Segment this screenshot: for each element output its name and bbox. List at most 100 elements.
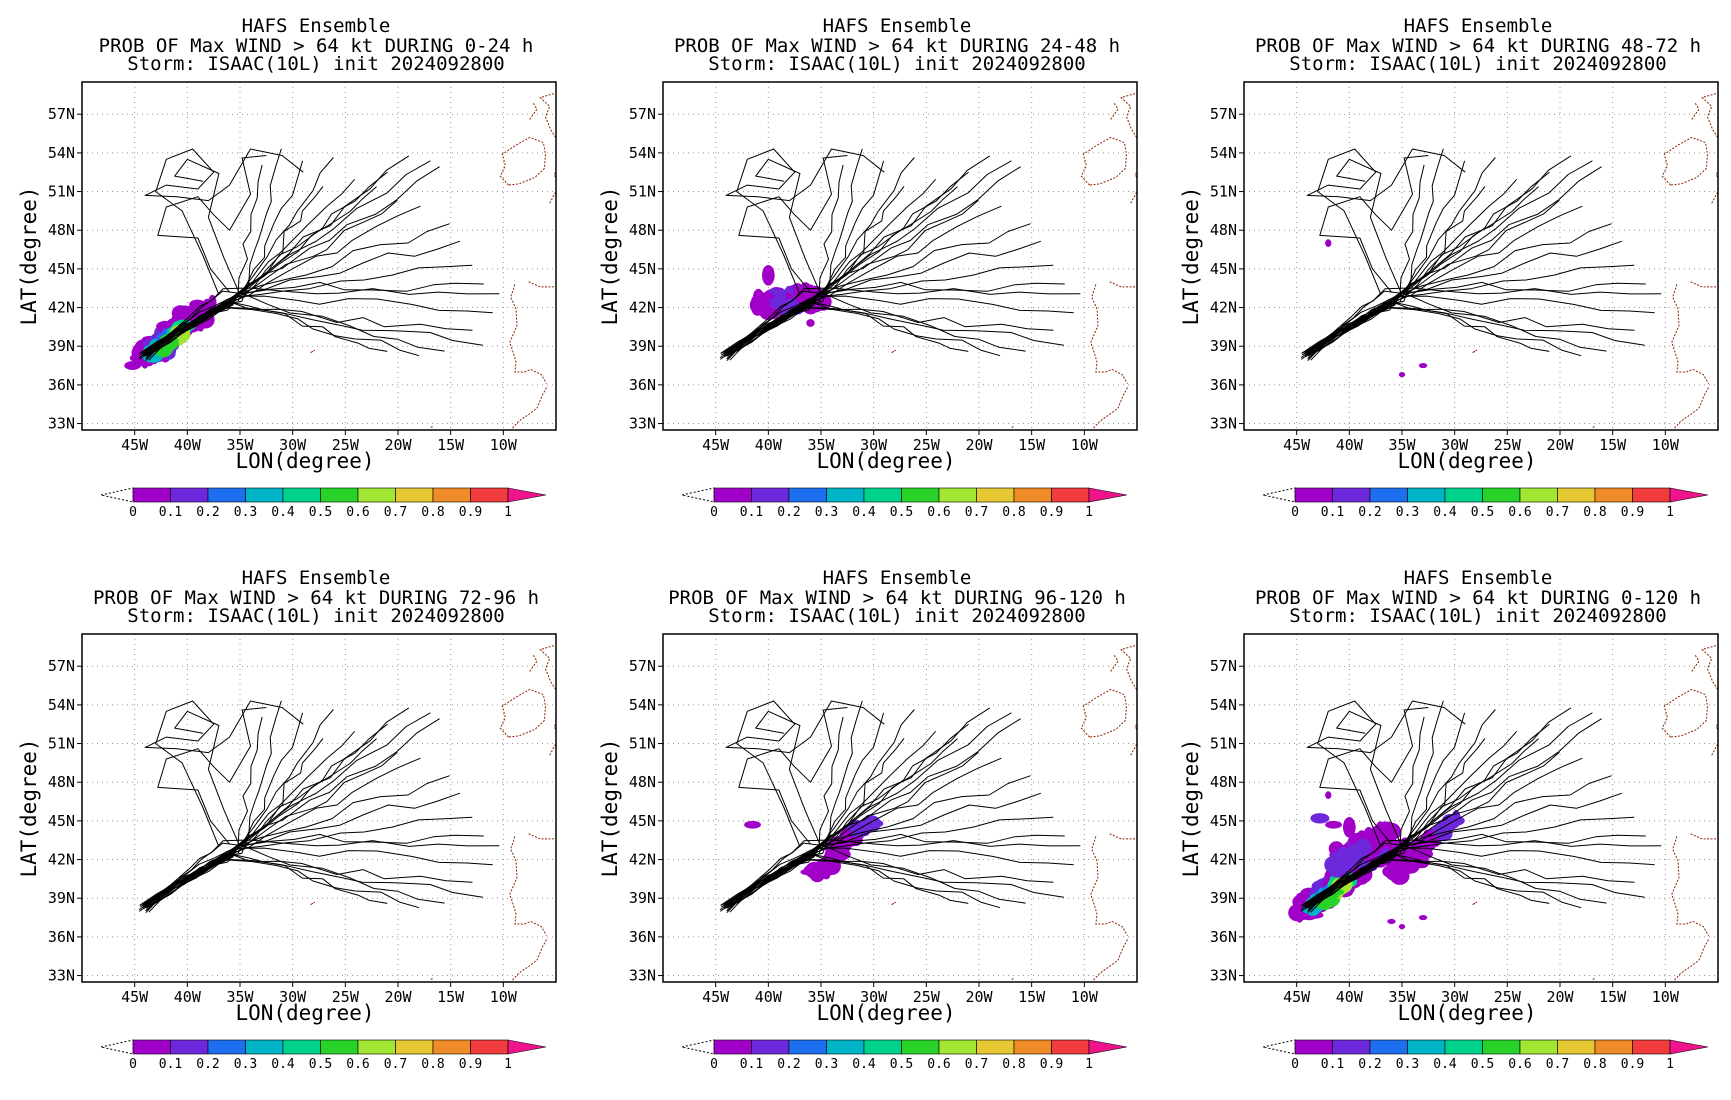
probability-cell	[1386, 831, 1401, 839]
colorbar-label: 0.6	[346, 1057, 369, 1072]
lon-tick-label: 35W	[226, 436, 254, 454]
colorbar-over	[1088, 487, 1128, 503]
colorbar-label: 0.4	[852, 505, 876, 520]
colorbar-label: 1	[1666, 1057, 1674, 1072]
ensemble-track	[145, 164, 263, 359]
colorbar-segment	[170, 487, 209, 503]
ensemble-track	[139, 186, 324, 354]
ensemble-track	[1305, 709, 1496, 909]
lat-tick-label: 42N	[48, 851, 75, 869]
lat-tick-label: 51N	[629, 735, 656, 753]
probability-cell	[816, 858, 829, 872]
colorbar-label: 0.8	[1002, 1057, 1025, 1072]
ensemble-track	[1303, 302, 1582, 357]
lat-tick-label: 51N	[1210, 735, 1237, 753]
colorbar-segment	[788, 487, 827, 503]
coastline	[1671, 836, 1709, 936]
map-frame	[81, 633, 557, 983]
colorbar-under	[100, 487, 134, 503]
colorbar-label: 1	[1666, 505, 1674, 520]
ensemble-track	[723, 792, 1042, 908]
coastline	[891, 349, 897, 354]
coastline	[1110, 654, 1119, 672]
lon-tick-label: 25W	[332, 988, 360, 1006]
colorbar-label: 0.8	[1583, 505, 1606, 520]
colorbar-label: 0.6	[1508, 1057, 1531, 1072]
ensemble-track	[726, 700, 863, 904]
ensemble-track	[145, 847, 493, 909]
panel-title-prob: PROB OF Max WIND > 64 kt DURING 48-72 h	[1255, 35, 1701, 57]
probability-cell	[758, 292, 775, 300]
ensemble-track	[724, 709, 915, 909]
colorbar-label: 0.1	[1321, 505, 1344, 520]
colorbar-label: 0.3	[1396, 505, 1419, 520]
coastline	[1673, 387, 1709, 430]
lon-tick-label: 30W	[279, 436, 307, 454]
colorbar-segment	[1594, 1039, 1633, 1055]
colorbar-label: 0.4	[271, 1057, 295, 1072]
ensemble-track	[1307, 295, 1655, 357]
colorbar-label: 0.2	[1358, 505, 1381, 520]
lon-tick-label: 10W	[1071, 988, 1099, 1006]
x-axis-label: LON(degree)	[816, 1001, 955, 1025]
colorbar-label: 0.1	[740, 1057, 763, 1072]
ensemble-track	[726, 716, 844, 911]
colorbar-label: 0.1	[1321, 1057, 1344, 1072]
lon-tick-label: 25W	[1494, 988, 1522, 1006]
lon-tick-label: 40W	[755, 436, 783, 454]
lat-tick-label: 33N	[48, 415, 75, 433]
lat-tick-label: 48N	[48, 773, 75, 791]
ensemble-track	[725, 700, 885, 847]
coastline	[509, 836, 547, 936]
colorbar-label: 0.8	[421, 505, 444, 520]
lon-tick-label: 35W	[1388, 988, 1416, 1006]
colorbar-label: 1	[504, 1057, 512, 1072]
probability-cell	[1325, 820, 1342, 829]
colorbar: 0 0.1 0.2 0.3 0.4 0.5 0.6 0.7 0.8 0.9 1	[681, 1039, 1128, 1072]
colorbar-label: 0.5	[1471, 1057, 1494, 1072]
ensemble-track	[725, 160, 885, 356]
probability-cell	[1334, 850, 1351, 867]
ensemble-track	[1304, 240, 1623, 356]
colorbar-under	[100, 1039, 134, 1055]
probability-cell	[1292, 912, 1312, 921]
coastline	[1690, 833, 1718, 840]
lon-tick-label: 20W	[965, 436, 993, 454]
colorbar-under	[681, 487, 715, 503]
probability-cell	[806, 319, 815, 327]
lon-tick-label: 45W	[702, 436, 730, 454]
map-area	[663, 634, 1137, 982]
lon-tick-label: 30W	[1441, 436, 1469, 454]
colorbar-segment	[282, 1039, 321, 1055]
coastline	[1120, 645, 1137, 756]
colorbar-segment	[901, 1039, 940, 1055]
colorbar-label: 0.6	[346, 505, 369, 520]
probability-cell	[1343, 817, 1356, 838]
lon-tick-label: 25W	[1494, 436, 1522, 454]
lat-tick-label: 36N	[48, 376, 75, 394]
coastline	[1661, 136, 1709, 186]
panel-title-storm: Storm: ISAAC(10L) init 2024092800	[708, 605, 1086, 627]
colorbar-segment	[132, 487, 171, 503]
ensemble-track	[726, 164, 844, 359]
colorbar-over	[1669, 487, 1709, 503]
colorbar-label: 0.9	[1040, 505, 1063, 520]
ensemble-track	[140, 859, 483, 908]
colorbar-segment	[1519, 1039, 1558, 1055]
colorbar: 0 0.1 0.2 0.3 0.4 0.5 0.6 0.7 0.8 0.9 1	[1262, 1039, 1709, 1072]
map-area	[82, 82, 556, 430]
panel-title-model: HAFS Ensemble	[242, 567, 391, 589]
lat-tick-label: 54N	[48, 696, 75, 714]
x-axis-label: LON(degree)	[235, 449, 374, 473]
colorbar-label: 0.4	[271, 505, 295, 520]
ensemble-track	[145, 287, 500, 362]
ensemble-track	[144, 700, 304, 847]
coastline	[1109, 833, 1137, 840]
probability-cell	[769, 297, 788, 310]
probability-cell	[744, 820, 761, 829]
ensemble-track	[726, 847, 1074, 909]
coastline	[529, 102, 538, 120]
colorbar-label: 0	[710, 505, 718, 520]
colorbar-label: 0	[710, 1057, 718, 1072]
colorbar-segment	[1407, 487, 1446, 503]
